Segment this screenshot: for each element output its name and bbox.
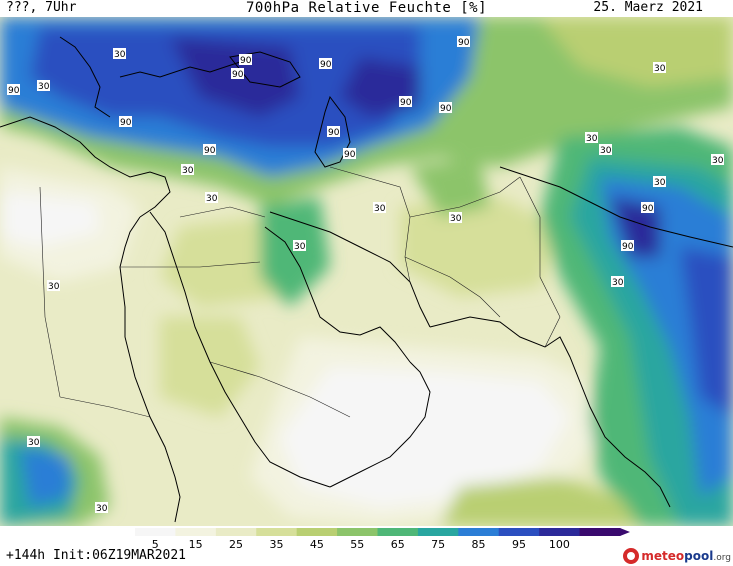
- svg-text:30: 30: [600, 146, 612, 156]
- svg-text:30: 30: [28, 438, 40, 448]
- borders: [39, 166, 561, 418]
- colorbar-swatch: [296, 528, 338, 536]
- contour-label-30: 30: [611, 276, 624, 288]
- colorbar-swatch: [135, 528, 176, 536]
- colorbar-tick-label: 65: [391, 538, 405, 548]
- colorbar-tick-label: 45: [310, 538, 324, 548]
- contour-label-90: 90: [231, 68, 244, 80]
- colorbar-tick-label: 25: [229, 538, 243, 548]
- colorbar-arrow: [620, 528, 630, 536]
- svg-text:90: 90: [240, 56, 252, 66]
- svg-text:30: 30: [654, 178, 666, 188]
- colorbar-tick-label: 15: [189, 538, 203, 548]
- svg-text:90: 90: [120, 118, 132, 128]
- contour-label-30: 30: [653, 176, 666, 188]
- contour-label-30: 30: [95, 502, 108, 514]
- contour-label-30: 30: [653, 62, 666, 74]
- contour-label-90: 90: [239, 54, 252, 66]
- colorbar-tick-label: 95: [512, 538, 526, 548]
- contour-label-90: 90: [439, 102, 452, 114]
- svg-text:30: 30: [586, 134, 598, 144]
- contour-label-30: 30: [449, 212, 462, 224]
- svg-text:30: 30: [374, 204, 386, 214]
- svg-text:90: 90: [440, 104, 452, 114]
- contour-label-30: 30: [181, 164, 194, 176]
- contour-label-30: 30: [37, 80, 50, 92]
- contour-label-30: 30: [47, 280, 60, 292]
- colorbar-swatch: [539, 528, 581, 536]
- logo-brand-red: meteo: [641, 549, 685, 563]
- colorbar-tick-label: 5: [152, 538, 159, 548]
- chart-title: 700hPa Relative Feuchte [%]: [245, 0, 488, 16]
- svg-text:30: 30: [612, 278, 624, 288]
- colorbar-swatch: [458, 528, 500, 536]
- colorbar-swatch: [498, 528, 540, 536]
- humidity-field: [0, 17, 733, 526]
- contour-label-30: 30: [27, 436, 40, 448]
- svg-text:90: 90: [458, 38, 470, 48]
- colorbar-swatch: [215, 528, 257, 536]
- contour-label-30: 30: [711, 154, 724, 166]
- valid-day-label: ???, 7Uhr: [6, 0, 77, 15]
- svg-text:30: 30: [182, 166, 194, 176]
- contour-label-90: 90: [399, 96, 412, 108]
- colorbar-swatch: [377, 528, 419, 536]
- colorbar-tick-label: 100: [549, 538, 570, 548]
- logo-suffix: .org: [713, 553, 731, 563]
- svg-text:90: 90: [320, 60, 332, 70]
- contour-label-90: 90: [343, 148, 356, 160]
- svg-text:90: 90: [622, 242, 634, 252]
- contour-label-30: 30: [113, 48, 126, 60]
- header: ???, 7Uhr 700hPa Relative Feuchte [%] 25…: [0, 0, 733, 18]
- contour-label-90: 90: [457, 36, 470, 48]
- colorbar-swatch: [337, 528, 378, 536]
- contour-label-90: 90: [621, 240, 634, 252]
- colorbar-tick-label: 85: [472, 538, 486, 548]
- contour-label-90: 90: [203, 144, 216, 156]
- svg-text:30: 30: [450, 214, 462, 224]
- svg-text:90: 90: [328, 128, 340, 138]
- svg-text:90: 90: [344, 150, 356, 160]
- contour-label-30: 30: [205, 192, 218, 204]
- colorbar-swatch: [579, 528, 621, 536]
- colorbar-swatch: [417, 528, 459, 536]
- colorbar-swatch: [256, 528, 298, 536]
- colorbar: 5 15 25 35 45 55 65 75 85 95 100: [135, 528, 630, 548]
- contour-label-90: 90: [641, 202, 654, 214]
- svg-text:30: 30: [712, 156, 724, 166]
- contour-labels: 90 90 90 90 90 90 90 90 90 90 90 90 90 3…: [7, 36, 724, 514]
- logo-icon: [623, 548, 640, 564]
- svg-text:90: 90: [204, 146, 216, 156]
- run-info: +144h Init:06Z19MAR2021: [6, 548, 187, 563]
- contour-label-90: 90: [7, 84, 20, 96]
- contour-label-30: 30: [373, 202, 386, 214]
- svg-text:90: 90: [642, 204, 654, 214]
- svg-text:30: 30: [38, 82, 50, 92]
- contour-label-90: 90: [119, 116, 132, 128]
- svg-text:30: 30: [114, 50, 126, 60]
- svg-text:90: 90: [232, 70, 244, 80]
- colorbar-swatch: [175, 528, 217, 536]
- svg-text:30: 30: [654, 64, 666, 74]
- svg-text:30: 30: [48, 282, 60, 292]
- humidity-map: 90 90 90 90 90 90 90 90 90 90 90 90 90 3…: [0, 17, 733, 526]
- contour-label-30: 30: [599, 144, 612, 156]
- contour-label-30: 30: [585, 132, 598, 144]
- contour-label-90: 90: [319, 58, 332, 70]
- svg-text:30: 30: [294, 242, 306, 252]
- svg-text:30: 30: [206, 194, 218, 204]
- logo-brand-blue: pool: [684, 549, 714, 563]
- meteopool-logo: meteopool.org: [623, 546, 731, 566]
- svg-text:90: 90: [400, 98, 412, 108]
- valid-date-label: 25. Maerz 2021: [593, 0, 703, 15]
- svg-text:30: 30: [96, 504, 108, 514]
- colorbar-tick-label: 35: [269, 538, 283, 548]
- colorbar-tick-label: 55: [350, 538, 364, 548]
- contour-label-90: 90: [327, 126, 340, 138]
- svg-text:90: 90: [8, 86, 20, 96]
- colorbar-panel: 5 15 25 35 45 55 65 75 85 95 100 +144h Init:06Z19M…: [0, 526, 733, 566]
- contour-label-30: 30: [293, 240, 306, 252]
- colorbar-tick-label: 75: [431, 538, 445, 548]
- coastlines: [0, 36, 733, 523]
